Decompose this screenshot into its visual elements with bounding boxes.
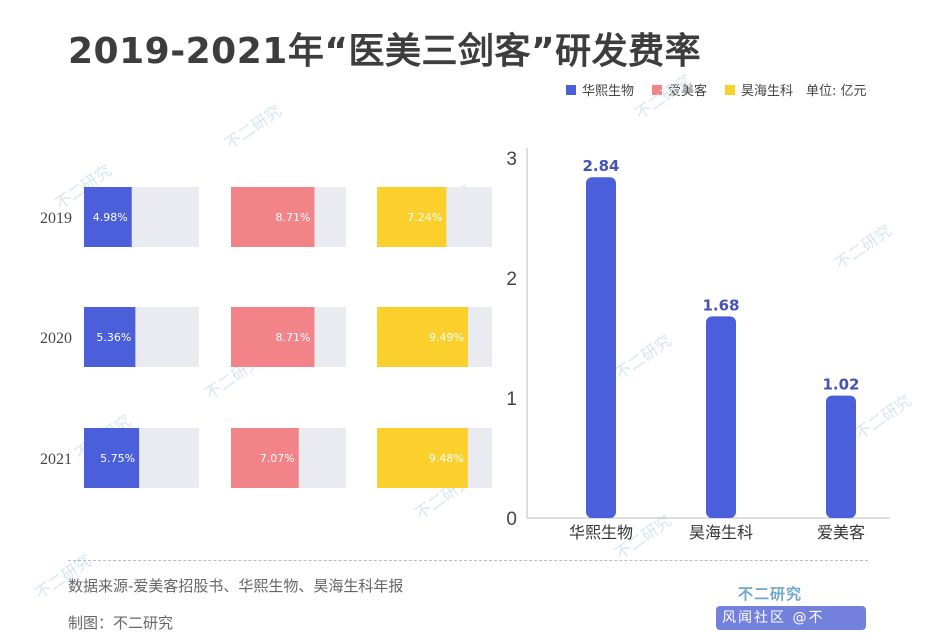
rate-bar [84, 307, 136, 367]
rate-bar [231, 307, 315, 367]
year-label: 2019 [40, 210, 72, 227]
rate-bar-label: 7.24% [407, 211, 442, 224]
legend-label: 爱美客 [668, 84, 708, 99]
rate-bar-label: 5.36% [96, 331, 131, 344]
y-tick-label: 3 [506, 149, 517, 170]
legend-label: 昊海生科 [741, 84, 794, 99]
data-source: 数据来源-爱美客招股书、华熙生物、昊海生科年报 [68, 577, 404, 595]
rate-bar-label: 4.98% [93, 211, 128, 224]
rate-bar-label: 5.75% [100, 452, 135, 465]
legend-swatch [566, 84, 576, 95]
rd-expense-bar-chart: 0 1 2 3 2.84 华熙生物 1.68 昊海生科 1.02 爱美客 [506, 148, 890, 542]
rate-bar-chart: 2019 4.98% 8.71% 7.24% 2020 5.36% 8.71% 9.49% 20… [40, 187, 492, 488]
watermark-text: 不二研究 [631, 71, 694, 123]
rate-bar [231, 187, 315, 247]
watermark-text: 不二研究 [611, 331, 674, 383]
brand-logo-text: 不二研究 [738, 585, 803, 603]
legend-swatch [725, 84, 736, 95]
year-label: 2021 [40, 451, 72, 468]
rate-bar-label: 8.71% [276, 211, 311, 224]
watermark-text: 不二研究 [831, 221, 894, 273]
rate-bar [231, 428, 299, 488]
y-tick-label: 1 [506, 389, 517, 410]
y-tick-label: 2 [506, 269, 517, 290]
legend: 华熙生物 爱美客 昊海生科 [566, 80, 811, 99]
legend-item-aimeike: 爱美客 [652, 80, 707, 99]
y-tick-label: 0 [506, 509, 517, 530]
legend-swatch [652, 84, 663, 95]
expense-bar-label: 2.84 [582, 157, 619, 175]
chart-title: 2019-2021年“医美三剑客”研发费率 [68, 31, 702, 72]
legend-item-huaxi: 华熙生物 [566, 80, 634, 99]
year-label: 2020 [40, 330, 72, 347]
expense-bar [826, 395, 856, 518]
footer-divider [68, 560, 868, 561]
rate-bar-label: 9.48% [429, 452, 464, 465]
rate-bar [84, 187, 132, 247]
legend-item-haohai: 昊海生科 [725, 80, 793, 99]
x-category-label: 爱美客 [817, 523, 865, 542]
rate-bar [84, 428, 140, 488]
rate-bar [377, 307, 468, 367]
rate-bar-label: 9.49% [429, 331, 464, 344]
x-category-label: 昊海生科 [689, 523, 753, 542]
expense-bar-label: 1.02 [822, 376, 859, 394]
x-category-label: 华熙生物 [569, 523, 633, 542]
site-watermark: 风闻社区 @不 [716, 606, 866, 630]
legend-label: 华熙生物 [582, 84, 635, 99]
expense-bar-label: 1.68 [702, 296, 739, 314]
unit-label: 单位: 亿元 [806, 84, 867, 99]
chart-maker: 制图：不二研究 [68, 614, 174, 632]
expense-bar [706, 316, 736, 518]
watermark-text: 不二研究 [851, 391, 914, 443]
watermark-text: 不二研究 [221, 101, 284, 153]
rate-bar [377, 187, 447, 247]
rate-bar-label: 8.71% [276, 331, 311, 344]
rate-bar [377, 428, 468, 488]
expense-bar [586, 177, 616, 518]
rate-bar-label: 7.07% [260, 452, 295, 465]
